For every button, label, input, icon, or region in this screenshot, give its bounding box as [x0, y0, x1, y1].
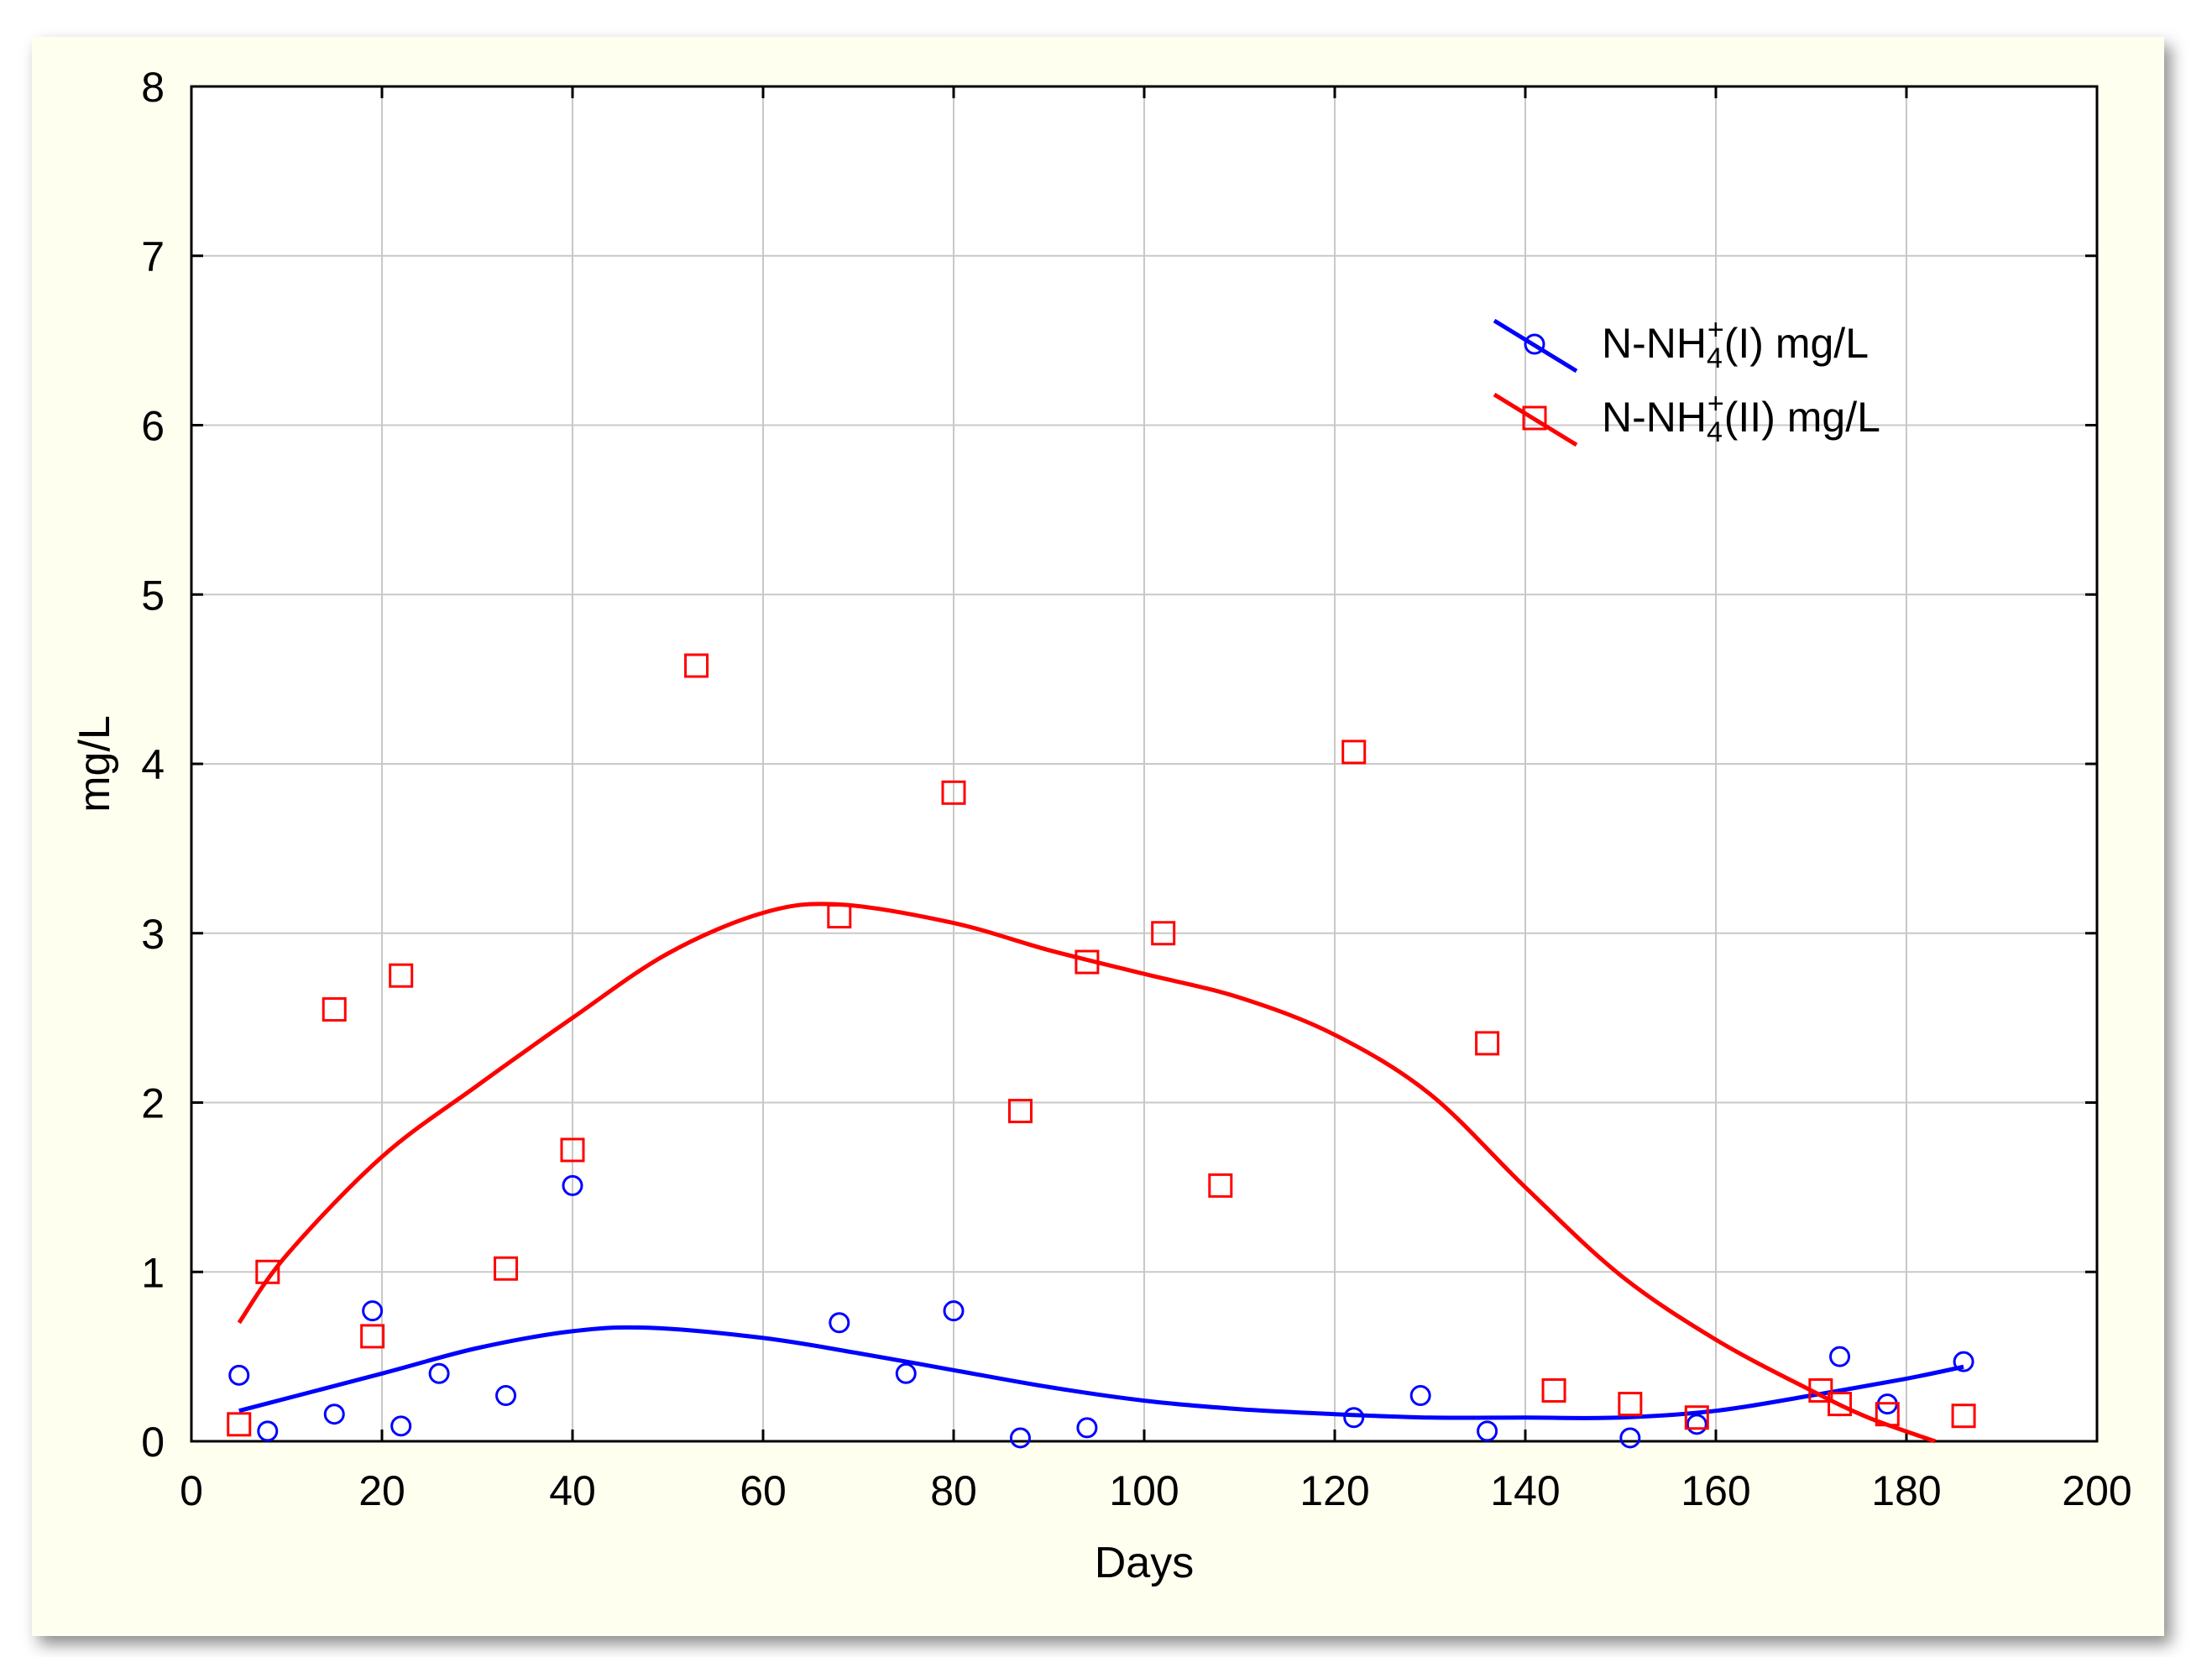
- series-2-point: [322, 997, 347, 1022]
- x-tick-label: 160: [1681, 1467, 1750, 1514]
- chart-frame: 0 20 40 60 80 100 120 140 160 180 200 0 1 2 3 4 5 6 7 8 Day…: [32, 37, 2164, 1636]
- series-layer: [227, 653, 1976, 1449]
- series-1: [228, 1174, 1974, 1449]
- x-tick-label: 40: [549, 1467, 596, 1514]
- y-tick-label: 5: [141, 572, 165, 619]
- legend-label-part: 4: [1707, 416, 1723, 448]
- series-2-point: [227, 1412, 252, 1437]
- x-tick-label: 60: [740, 1467, 787, 1514]
- legend-label-part: +: [1707, 314, 1724, 346]
- series-2-point: [1875, 1402, 1900, 1427]
- y-tick-label: 1: [141, 1249, 165, 1296]
- series-2-point: [1541, 1377, 1566, 1403]
- legend-label-part: N-NH: [1602, 394, 1707, 441]
- series-1-fit-line: [238, 1325, 1964, 1420]
- series-2-point: [1208, 1173, 1233, 1198]
- legend-label-part: (II) mg/L: [1724, 394, 1880, 441]
- series-1-point: [1009, 1427, 1031, 1449]
- x-tick-label: 140: [1490, 1467, 1560, 1514]
- x-tick-label: 20: [358, 1467, 405, 1514]
- y-tick-label: 0: [141, 1419, 165, 1466]
- legend-marker: [1522, 405, 1547, 431]
- chart: 0 20 40 60 80 100 120 140 160 180 200 0 1 2 3 4 5 6 7 8 Day…: [71, 64, 2132, 1587]
- series-1-point: [323, 1403, 345, 1425]
- series-1-point: [257, 1420, 279, 1442]
- series-2-point: [1951, 1403, 1976, 1429]
- series-1-point: [1619, 1427, 1641, 1449]
- series-1-point: [1686, 1414, 1707, 1435]
- series-1-point: [562, 1174, 583, 1196]
- legend-label-part: 4: [1707, 342, 1723, 374]
- legend-marker: [1524, 333, 1545, 355]
- series-2-point: [1341, 740, 1367, 765]
- series-2-point: [560, 1137, 585, 1163]
- series-2-point: [941, 780, 966, 805]
- series-1-point: [943, 1300, 965, 1322]
- series-2-point: [1075, 949, 1100, 975]
- series-2: [227, 653, 1976, 1444]
- x-tick-label: 0: [180, 1467, 203, 1514]
- legend-label-part: (I) mg/L: [1724, 320, 1869, 367]
- series-2-fit-line: [237, 902, 1936, 1444]
- series-1-point: [428, 1362, 450, 1384]
- legend-label-part: +: [1707, 388, 1724, 420]
- legend-label: N-NH4+(II) mg/L: [1602, 388, 1880, 448]
- legend-line: [1493, 318, 1578, 374]
- legend: N-NH4+(I) mg/LN-NH4+(II) mg/L: [1493, 314, 1880, 448]
- series-1-point: [362, 1300, 384, 1322]
- series-2-point: [1684, 1405, 1709, 1430]
- legend-label-part: N-NH: [1602, 320, 1707, 367]
- series-1-point: [228, 1364, 250, 1386]
- y-tick-label: 2: [141, 1080, 165, 1127]
- legend-item-2: N-NH4+(II) mg/L: [1493, 388, 1880, 448]
- series-2-point: [1007, 1099, 1033, 1124]
- y-axis-label: mg/L: [71, 715, 119, 813]
- series-1-point: [1953, 1351, 1974, 1372]
- series-1-point: [495, 1385, 517, 1407]
- series-1-point: [1076, 1417, 1098, 1439]
- series-1-point: [1829, 1346, 1851, 1367]
- grid: [191, 86, 2097, 1441]
- legend-label: N-NH4+(I) mg/L: [1602, 314, 1869, 374]
- series-2-point: [389, 963, 414, 988]
- series-1-point: [1409, 1385, 1431, 1407]
- y-tick-label: 8: [141, 64, 165, 111]
- series-1-point: [1343, 1407, 1365, 1429]
- series-2-point: [494, 1256, 519, 1281]
- series-1-point: [390, 1415, 412, 1437]
- series-2-point: [827, 904, 852, 929]
- series-2-point: [684, 653, 709, 678]
- y-tick-label: 6: [141, 403, 165, 450]
- series-1-point: [1477, 1420, 1498, 1442]
- series-2-point: [1618, 1392, 1643, 1417]
- x-tick-label: 80: [930, 1467, 977, 1514]
- series-2-point: [255, 1259, 280, 1284]
- legend-item-1: N-NH4+(I) mg/L: [1493, 314, 1869, 374]
- legend-line: [1493, 392, 1578, 447]
- series-2-point: [1828, 1392, 1853, 1417]
- series-2-point: [1475, 1031, 1500, 1056]
- series-2-point: [1808, 1377, 1833, 1403]
- series-1-point: [829, 1312, 850, 1334]
- series-1-point: [895, 1362, 917, 1384]
- y-tick-label: 4: [141, 741, 165, 788]
- x-tick-label: 120: [1299, 1467, 1369, 1514]
- series-2-point: [360, 1324, 385, 1349]
- x-axis-label: Days: [1095, 1539, 1194, 1587]
- ticks: 0 20 40 60 80 100 120 140 160 180 200 0 1 2 3 4 5 6 7 8: [141, 64, 2132, 1514]
- y-tick-label: 3: [141, 911, 165, 958]
- x-tick-label: 200: [2062, 1467, 2131, 1514]
- x-tick-label: 100: [1109, 1467, 1179, 1514]
- x-tick-label: 180: [1871, 1467, 1941, 1514]
- y-tick-label: 7: [141, 233, 165, 280]
- series-2-point: [1151, 921, 1176, 946]
